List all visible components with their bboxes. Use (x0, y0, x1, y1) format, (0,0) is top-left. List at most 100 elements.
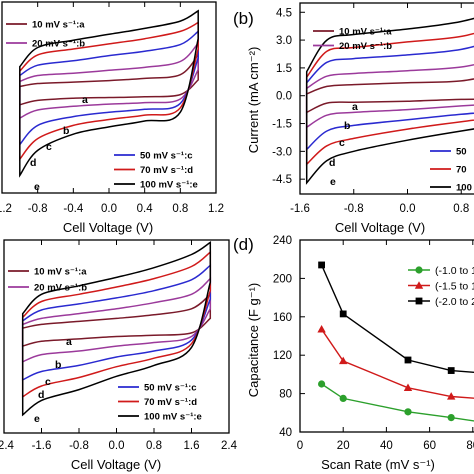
curve-label: d (38, 389, 44, 401)
plot-frame (299, 239, 474, 433)
cv-curve-a (305, 78, 474, 114)
cv-curves (21, 241, 212, 417)
data-point (404, 356, 412, 364)
x-tick-label: 80 (466, 440, 474, 452)
panel-c-cv-chart: -2.4 -1.6 -0.8 0.0 0.8 1.6 2.4 Cell Voltage (V)… (0, 239, 238, 472)
curve-label: b (63, 125, 69, 137)
x-tick-label: -0.8 (28, 203, 48, 215)
x-tick-label: -0.4 (63, 203, 83, 215)
x-tick-label: -0.8 (69, 440, 89, 452)
cv-curve-e (19, 9, 199, 178)
y-tick-label: 1.5 (276, 63, 292, 75)
y-tick-label: -4.5 (272, 174, 292, 186)
cv-curves (305, 17, 474, 185)
x-tick-label: 0.0 (109, 440, 125, 452)
x-tick-label: -1.6 (32, 440, 52, 452)
x-tick-label: 2.4 (221, 440, 238, 452)
cv-curve-b (19, 41, 199, 120)
x-axis-title: Cell Voltage (V) (63, 220, 153, 235)
legend-top-label: 10 mV s⁻¹:a (32, 20, 85, 31)
y-tick-label: 0.0 (276, 91, 292, 103)
data-point (447, 392, 456, 400)
curve-label: d (329, 157, 335, 169)
legend-bottom-label: 70 (456, 165, 467, 176)
cv-curve-d (19, 21, 199, 162)
legend-top-label: 10 mV s⁻¹:a (339, 27, 392, 38)
y-tick-label: 120 (273, 350, 292, 362)
y-tick-label: 160 (273, 312, 292, 324)
legend-swatch-marker (415, 266, 423, 274)
curve-label: a (352, 101, 358, 113)
data-point (447, 414, 455, 422)
cv-curve-c (305, 45, 474, 152)
data-point (403, 383, 413, 392)
panel-d-capacitance-chart: 0 20 40 60 80 40 80 120 160 200 240 Scan Rate (mV s… (233, 235, 474, 472)
legend-swatch-marker (414, 281, 424, 289)
cv-curve-d (305, 32, 474, 166)
legend-bottom-label: 70 mV s⁻¹:d (140, 165, 193, 176)
legend-top-label: 20 mV s⁻¹:b (339, 41, 392, 52)
y-axis-title: Capacitance (F g⁻¹) (246, 283, 261, 398)
y-tick-label: 40 (279, 427, 292, 439)
curve-label: a (66, 336, 72, 348)
curve-label: c (339, 137, 345, 149)
curve-label: d (30, 157, 36, 169)
legend-label: (-2.0 to 2 (435, 296, 474, 308)
cv-curve-a (21, 292, 212, 348)
x-tick-label: 0.8 (453, 203, 469, 215)
cv-curve-c (21, 263, 212, 382)
series-line-2 (321, 328, 474, 399)
y-tick-label: 80 (279, 389, 292, 401)
x-tick-label: 0.8 (172, 203, 188, 215)
x-tick-label: 0.4 (137, 203, 154, 215)
data-point (339, 394, 347, 402)
x-tick-label: 0.0 (400, 203, 416, 215)
y-tick-label: 3.0 (276, 35, 292, 47)
x-tick-label: 0.0 (101, 203, 117, 215)
curve-label: a (82, 94, 88, 106)
data-point (318, 261, 325, 269)
legend-bottom-label: 100 mV s⁻¹:e (140, 180, 198, 191)
cv-curve-b (305, 64, 474, 129)
data-point (447, 367, 455, 374)
x-tick-label: 40 (380, 440, 393, 452)
cv-curve-e (21, 241, 212, 417)
y-tick-label: -1.5 (272, 119, 292, 131)
panel-label: (b) (233, 9, 254, 28)
legend-bottom-label: 50 mV s⁻¹:c (144, 383, 197, 394)
scan-rate-series (317, 261, 474, 422)
legend-bottom-label: 100 (456, 183, 472, 194)
x-tick-label: 20 (337, 440, 350, 452)
x-tick-label: 60 (423, 440, 436, 452)
legend-bottom-label: 100 mV s⁻¹:e (144, 412, 202, 423)
legend-top-label: 20 mV s⁻¹:b (34, 283, 87, 294)
curve-label: e (34, 181, 40, 193)
data-point (318, 380, 326, 388)
y-tick-label: 240 (273, 235, 292, 247)
legend-bottom-label: 50 mV s⁻¹:c (140, 151, 193, 162)
cv-curve-e (305, 17, 474, 185)
cv-curve-d (21, 250, 212, 399)
legend-bottom-label: 50 (456, 147, 467, 158)
cv-curve-a (19, 52, 199, 106)
x-axis-title: Cell Voltage (V) (335, 220, 425, 235)
x-tick-label: -2.4 (0, 440, 15, 452)
y-tick-label: 200 (273, 273, 292, 285)
curve-label: b (55, 359, 61, 371)
legend-label: (-1.5 to 1 (435, 281, 474, 293)
x-axis-title: Scan Rate (mV s⁻¹) (321, 457, 435, 472)
legend-label: (-1.0 to 1 (435, 265, 474, 277)
x-tick-label: -1.6 (290, 203, 310, 215)
x-tick-label: 0.8 (146, 440, 162, 452)
curve-label: c (45, 376, 51, 388)
x-tick-label: -0.8 (344, 203, 364, 215)
x-tick-label: 1.6 (184, 440, 200, 452)
cv-curve-c (19, 29, 199, 147)
x-tick-label: -1.2 (0, 203, 12, 215)
x-tick-label: 1.2 (208, 203, 224, 215)
data-point (404, 408, 412, 416)
panel-label: (d) (233, 235, 254, 254)
data-point (339, 310, 347, 318)
legend-top-label: 20 mV s⁻¹:b (32, 39, 85, 50)
